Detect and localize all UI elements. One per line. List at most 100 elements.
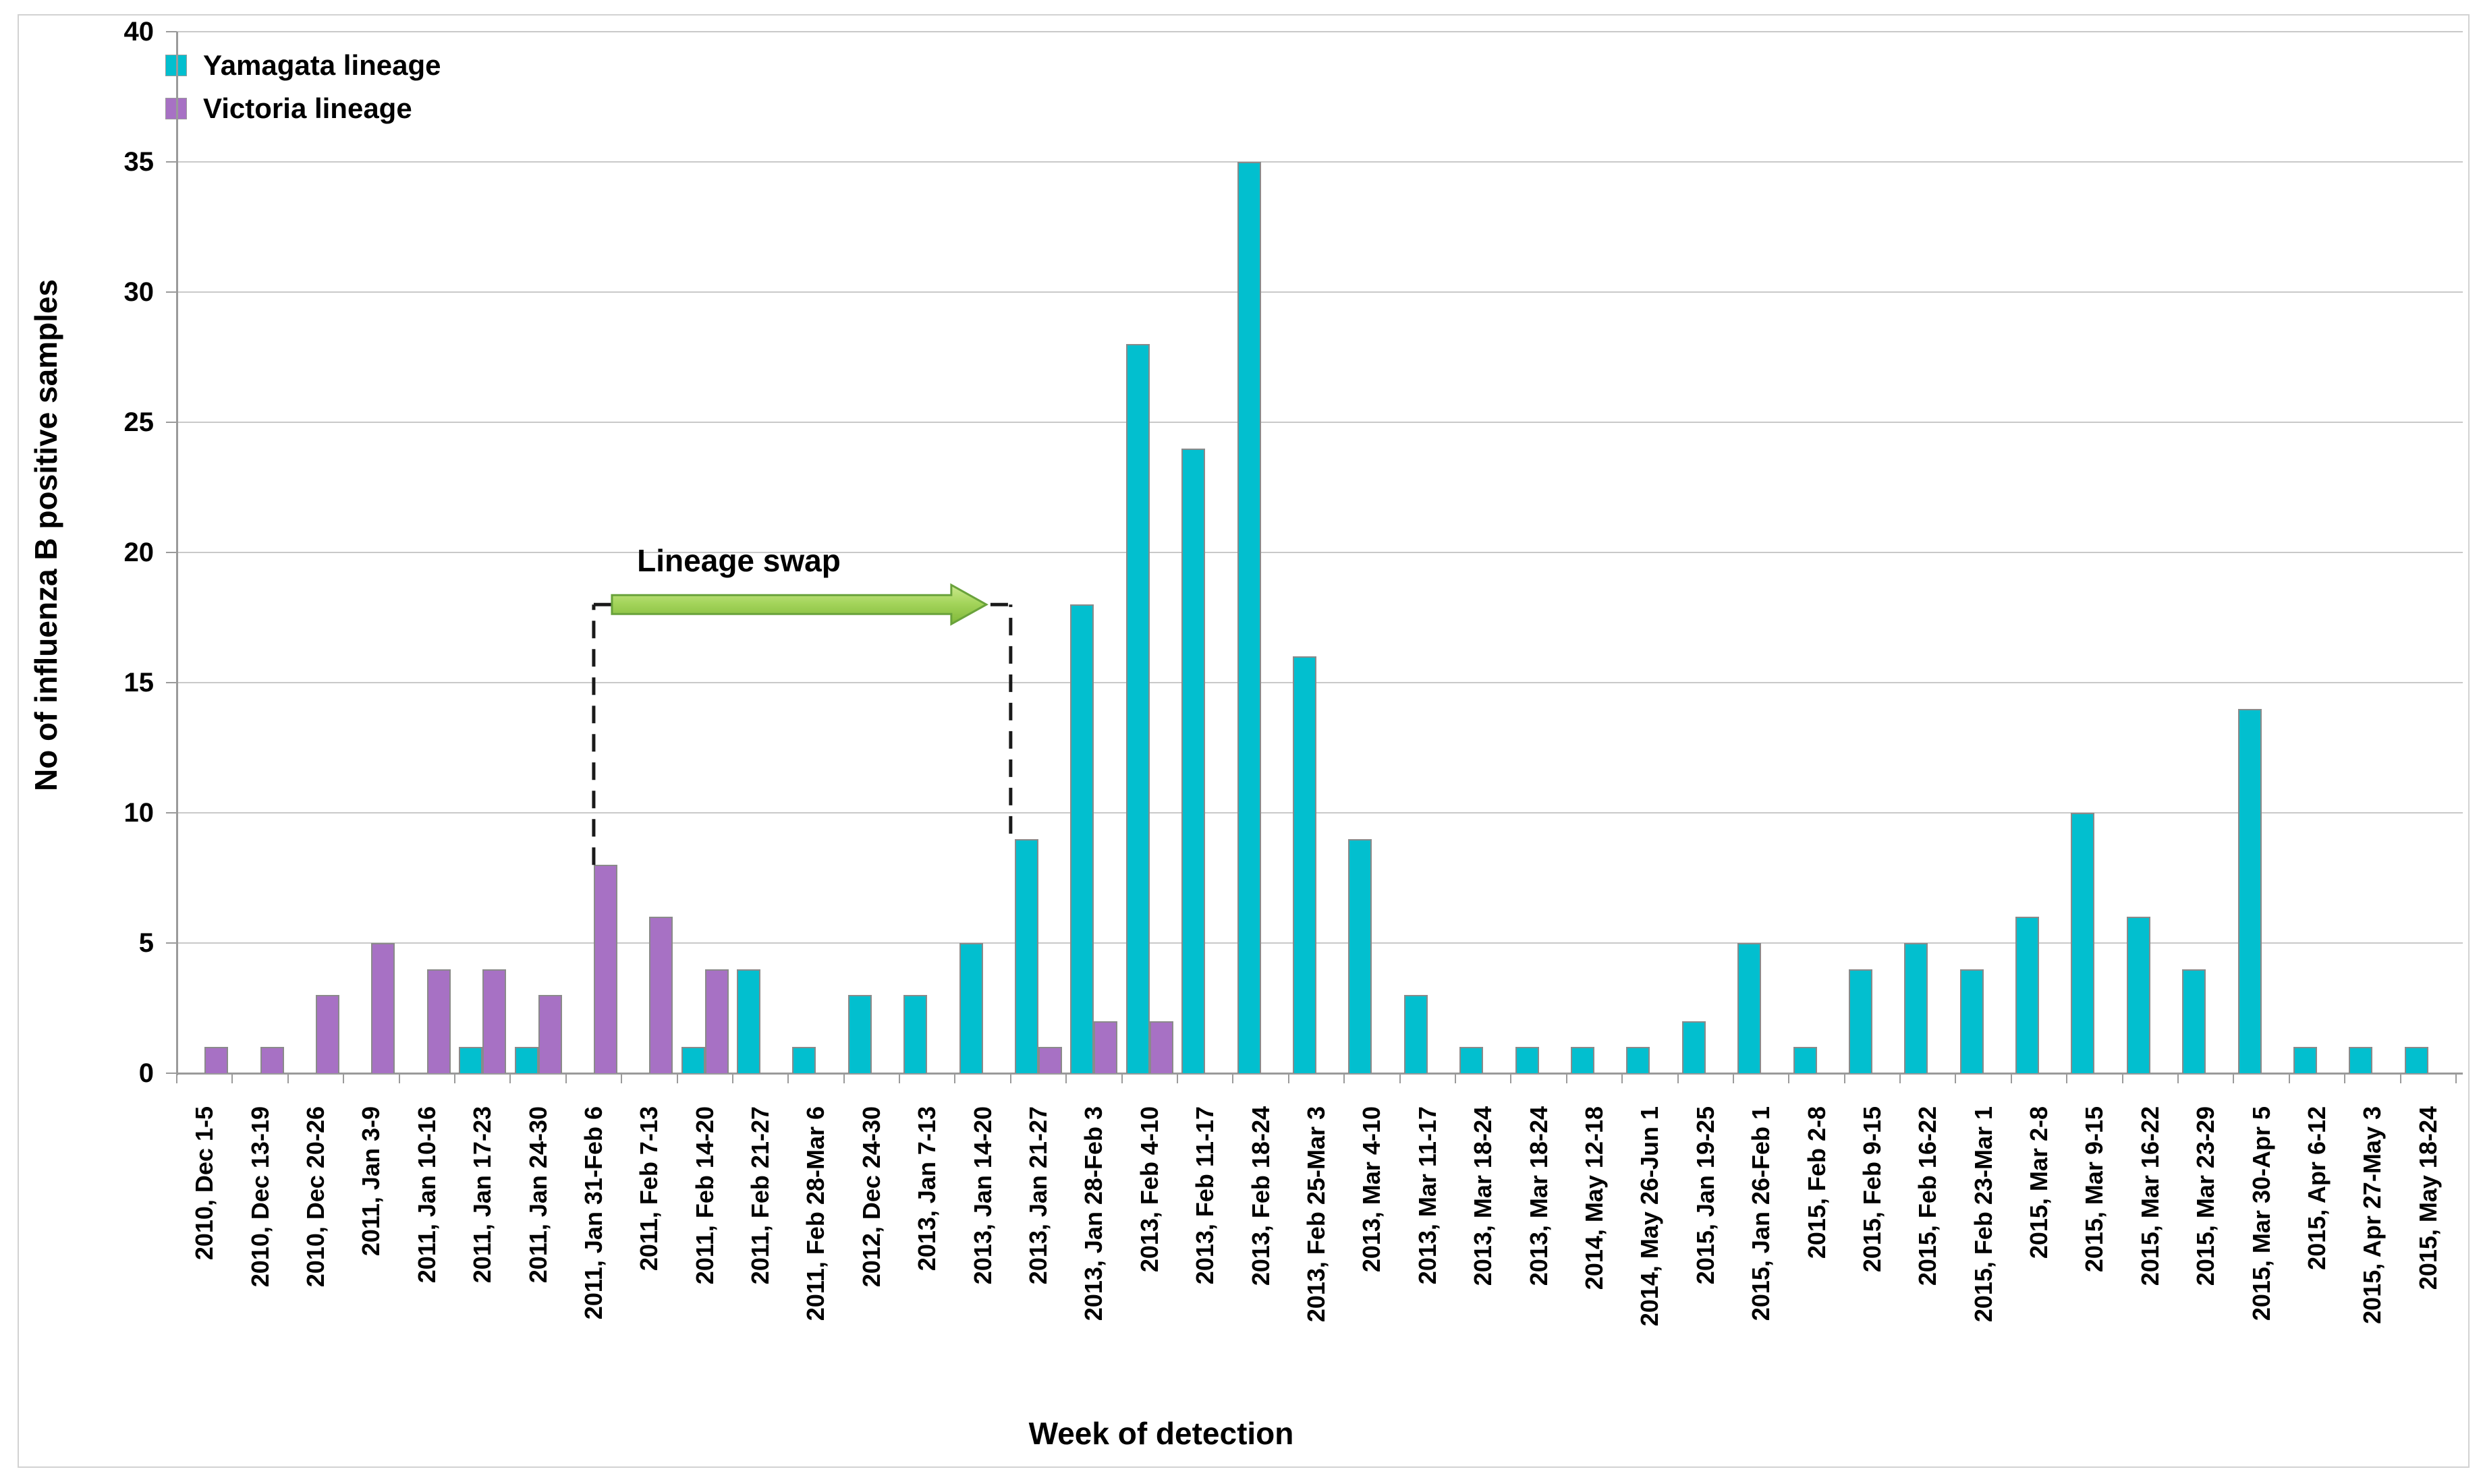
x-tick-label: 2010, Dec 20-26 bbox=[301, 1106, 329, 1288]
y-tick bbox=[166, 942, 177, 944]
bar-yamagata bbox=[903, 995, 928, 1073]
x-tick bbox=[343, 1073, 345, 1083]
bar-victoria bbox=[482, 969, 507, 1073]
x-tick-label: 2012, Dec 24-30 bbox=[857, 1106, 885, 1288]
x-tick bbox=[2344, 1073, 2346, 1083]
x-tick bbox=[1510, 1073, 1512, 1083]
x-tick-label: 2015, Jan 26-Feb 1 bbox=[1747, 1106, 1775, 1321]
x-tick-label: 2015, Mar 16-22 bbox=[2136, 1106, 2164, 1286]
x-tick bbox=[1399, 1073, 1401, 1083]
gridline-y-15 bbox=[177, 682, 2463, 683]
bar-yamagata bbox=[1848, 969, 1872, 1073]
x-tick-label: 2015, Feb 2-8 bbox=[1802, 1106, 1831, 1259]
x-tick bbox=[954, 1073, 956, 1083]
bar-victoria bbox=[1094, 1021, 1118, 1073]
bar-victoria bbox=[649, 917, 673, 1073]
bar-yamagata bbox=[1959, 969, 1984, 1073]
y-tick-label: 30 bbox=[123, 277, 155, 307]
x-tick-label: 2015, Mar 2-8 bbox=[2025, 1106, 2053, 1259]
x-tick bbox=[453, 1073, 455, 1083]
bar-yamagata bbox=[514, 1047, 538, 1073]
bar-victoria bbox=[704, 969, 729, 1073]
x-tick bbox=[676, 1073, 678, 1083]
bar-yamagata bbox=[1904, 943, 1928, 1073]
x-tick bbox=[1009, 1073, 1011, 1083]
x-tick bbox=[1677, 1073, 1679, 1083]
y-axis-line bbox=[176, 32, 178, 1075]
y-tick-label: 10 bbox=[123, 798, 155, 828]
y-tick-label: 40 bbox=[123, 17, 155, 47]
x-tick bbox=[2399, 1073, 2401, 1083]
x-tick bbox=[1899, 1073, 1901, 1083]
bar-yamagata bbox=[1570, 1047, 1594, 1073]
x-tick-label: 2013, Feb 18-24 bbox=[1246, 1106, 1275, 1286]
x-tick bbox=[1788, 1073, 1790, 1083]
x-tick-label: 2011, Feb 28-Mar 6 bbox=[802, 1106, 830, 1321]
x-tick-label: 2015, Apr 27-May 3 bbox=[2358, 1106, 2387, 1324]
x-tick bbox=[231, 1073, 233, 1083]
gridline-y-5 bbox=[177, 942, 2463, 944]
x-tick-label: 2010, Dec 1-5 bbox=[190, 1106, 219, 1261]
gridline-y-30 bbox=[177, 291, 2463, 293]
x-tick-label: 2011, Feb 7-13 bbox=[635, 1106, 663, 1272]
x-tick-label: 2013, Mar 18-24 bbox=[1524, 1106, 1553, 1286]
bar-yamagata bbox=[1403, 995, 1428, 1073]
x-tick-label: 2014, May 26-Jun 1 bbox=[1636, 1106, 1664, 1327]
y-tick-label: 35 bbox=[123, 147, 155, 177]
x-tick-label: 2015, Feb 9-15 bbox=[1858, 1106, 1886, 1273]
gridline-y-40 bbox=[177, 31, 2463, 32]
x-tick bbox=[287, 1073, 289, 1083]
x-tick-label: 2015, Mar 9-15 bbox=[2080, 1106, 2109, 1273]
legend-label: Victoria lineage bbox=[203, 92, 412, 124]
x-tick-label: 2013, Jan 28-Feb 3 bbox=[1080, 1106, 1108, 1321]
bar-yamagata bbox=[1125, 344, 1150, 1073]
bar-yamagata bbox=[1293, 656, 1316, 1073]
x-tick-label: 2013, Jan 7-13 bbox=[913, 1106, 941, 1272]
legend-label: Yamagata lineage bbox=[203, 49, 441, 81]
lineage-swap-arrow-icon bbox=[611, 583, 988, 626]
x-tick bbox=[787, 1073, 789, 1083]
bar-yamagata bbox=[2237, 708, 2262, 1073]
bar-yamagata bbox=[792, 1047, 816, 1073]
x-tick-label: 2013, Mar 4-10 bbox=[1358, 1106, 1386, 1273]
y-tick bbox=[166, 1073, 177, 1074]
x-tick bbox=[2288, 1073, 2290, 1083]
x-tick-label: 2013, Feb 4-10 bbox=[1135, 1106, 1163, 1273]
bar-yamagata bbox=[847, 995, 872, 1073]
x-tick-label: 2015, Apr 6-12 bbox=[2303, 1106, 2331, 1270]
bar-yamagata bbox=[1237, 162, 1261, 1073]
x-tick-label: 2013, Jan 21-27 bbox=[1024, 1106, 1053, 1285]
x-tick-label: 2011, Jan 24-30 bbox=[524, 1106, 552, 1284]
bar-yamagata bbox=[1459, 1047, 1484, 1073]
bar-yamagata bbox=[959, 943, 983, 1073]
x-tick bbox=[2121, 1073, 2123, 1083]
x-tick bbox=[2177, 1073, 2179, 1083]
bar-victoria bbox=[593, 865, 617, 1073]
bar-yamagata bbox=[1737, 943, 1762, 1073]
x-tick-label: 2011, Jan 17-23 bbox=[468, 1106, 497, 1284]
x-tick bbox=[2010, 1073, 2012, 1083]
bar-yamagata bbox=[2071, 813, 2095, 1073]
x-tick bbox=[176, 1073, 177, 1083]
x-tick bbox=[1232, 1073, 1234, 1083]
x-tick bbox=[1121, 1073, 1123, 1083]
x-tick-label: 2013, Feb 11-17 bbox=[1191, 1106, 1219, 1285]
y-tick bbox=[166, 31, 177, 32]
bar-yamagata bbox=[459, 1047, 483, 1073]
bracket-dashed-lines bbox=[592, 602, 1013, 865]
bar-victoria bbox=[315, 995, 339, 1073]
x-tick-label: 2015, Jan 19-25 bbox=[1691, 1106, 1719, 1285]
y-axis-title: No of influenza B positive samples bbox=[28, 279, 63, 791]
bar-victoria bbox=[426, 969, 451, 1073]
y-tick-label: 0 bbox=[138, 1058, 154, 1088]
y-tick-label: 25 bbox=[123, 407, 155, 437]
bar-yamagata bbox=[737, 969, 761, 1073]
bar-yamagata bbox=[1348, 838, 1372, 1073]
x-axis-title: Week of detection bbox=[1028, 1416, 1294, 1451]
x-tick-label: 2014, May 12-18 bbox=[1580, 1106, 1608, 1290]
x-tick-label: 2011, Jan 10-16 bbox=[412, 1106, 441, 1284]
x-tick-label: 2015, Mar 23-29 bbox=[2192, 1106, 2220, 1286]
x-tick bbox=[843, 1073, 845, 1083]
x-tick bbox=[398, 1073, 400, 1083]
annotation-label: Lineage swap bbox=[637, 543, 841, 578]
